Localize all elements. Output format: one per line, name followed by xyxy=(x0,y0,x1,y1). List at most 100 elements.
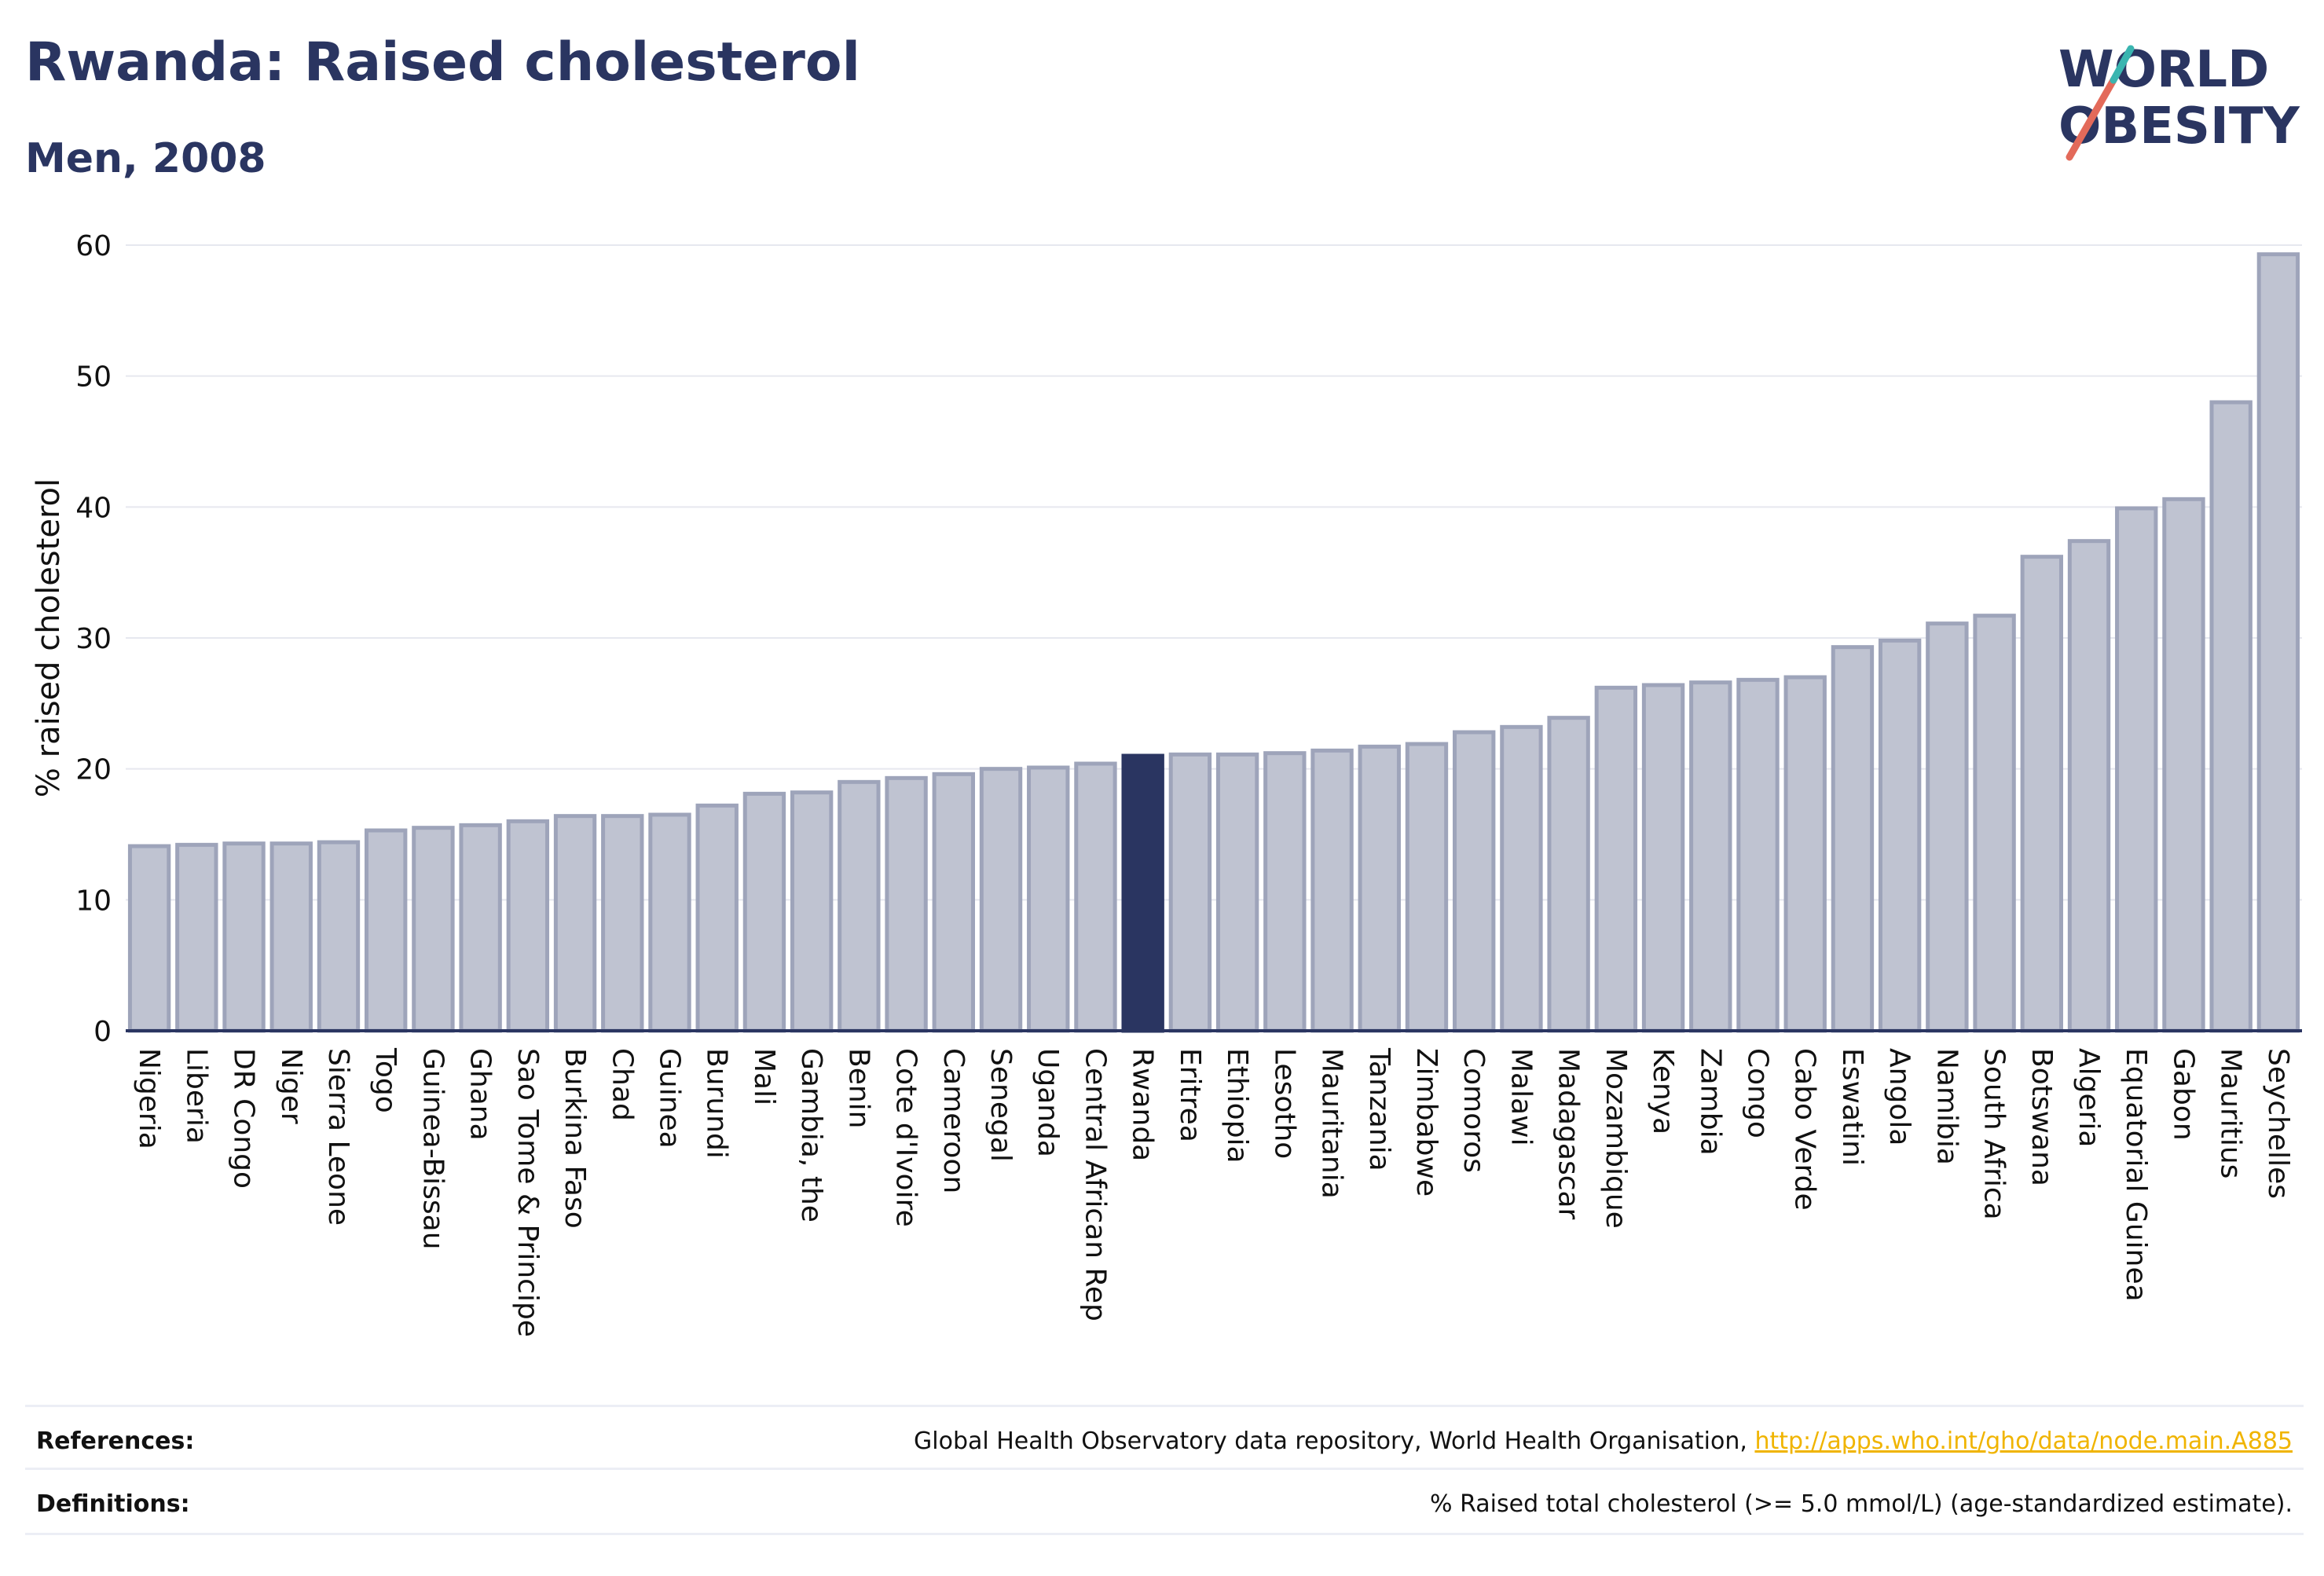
bar xyxy=(742,791,786,1033)
bar xyxy=(2020,555,2063,1033)
bar xyxy=(1500,724,1543,1033)
x-tick-label: Guinea xyxy=(654,1048,686,1149)
x-tick-label: Algeria xyxy=(2073,1048,2105,1148)
x-tick-label: Mali xyxy=(748,1048,780,1105)
bar xyxy=(885,775,928,1033)
bar xyxy=(1878,638,1922,1033)
x-tick-label: Zimbabwe xyxy=(1410,1048,1442,1197)
x-tick-label: Cabo Verde xyxy=(1789,1048,1821,1211)
x-tick-label: Cameroon xyxy=(937,1048,970,1193)
bar-highlight xyxy=(1121,753,1164,1033)
bar xyxy=(1831,645,1875,1033)
x-tick-label: Zambia xyxy=(1694,1048,1726,1156)
bar xyxy=(1783,675,1827,1033)
bar xyxy=(1168,752,1212,1033)
x-tick-label: Nigeria xyxy=(133,1048,165,1149)
bar xyxy=(222,841,266,1033)
x-tick-label: Mauritania xyxy=(1316,1048,1348,1199)
definitions-row: Definitions: % Raised total cholesterol … xyxy=(25,1468,2304,1535)
bar xyxy=(1453,730,1496,1033)
x-tick-label: Gambia, the xyxy=(795,1048,827,1222)
bar xyxy=(1641,683,1685,1033)
bar xyxy=(648,812,691,1033)
bar xyxy=(2162,497,2205,1033)
bar-chart: 0 10 20 30 40 50 60 % raised cholesterol Nigeria… xyxy=(31,230,2302,1337)
definitions-label: Definitions: xyxy=(36,1490,190,1518)
x-tick-label: Sao Tome & Principe xyxy=(511,1048,544,1337)
bar xyxy=(459,823,502,1033)
y-axis-label: % raised cholesterol xyxy=(31,478,67,797)
bar xyxy=(838,779,881,1033)
bar xyxy=(2067,539,2111,1033)
x-tick-label: Uganda xyxy=(1032,1048,1064,1157)
x-tick-label: Eritrea xyxy=(1174,1048,1206,1142)
bar xyxy=(2256,252,2300,1033)
logo-text-line1: WORLD xyxy=(2058,41,2269,99)
bar xyxy=(790,790,834,1033)
x-tick-label: Madagascar xyxy=(1552,1048,1585,1220)
y-tick-label: 10 xyxy=(75,885,112,917)
x-tick-label: Guinea-Bissau xyxy=(416,1048,449,1250)
x-tick-label: Equatorial Guinea xyxy=(2120,1048,2152,1302)
bar xyxy=(1310,748,1354,1033)
bar xyxy=(932,772,975,1033)
x-tick-label: Burundi xyxy=(701,1048,733,1159)
x-tick-label: Seychelles xyxy=(2262,1048,2294,1199)
x-tick-label: Botswana xyxy=(2025,1048,2058,1186)
bar xyxy=(1405,742,1449,1033)
x-tick-label: Niger xyxy=(275,1048,307,1124)
world-obesity-logo: WORLD OBESITY xyxy=(2058,41,2300,161)
bar xyxy=(175,842,218,1033)
x-tick-label: Sierra Leone xyxy=(322,1048,354,1226)
x-tick-label: Burkina Faso xyxy=(559,1048,591,1229)
x-tick-label: Mauritius xyxy=(2215,1048,2247,1178)
bar xyxy=(1547,716,1590,1033)
bar xyxy=(1027,765,1070,1033)
page-title: Rwanda: Raised cholesterol xyxy=(25,31,860,93)
x-tick-label: Chad xyxy=(606,1048,638,1121)
x-tick-label: Lesotho xyxy=(1268,1048,1300,1159)
x-tick-label: Tanzania xyxy=(1363,1047,1395,1171)
x-tick-label: South Africa xyxy=(1978,1048,2011,1220)
y-tick-label: 30 xyxy=(75,623,112,655)
bar xyxy=(1736,677,1780,1033)
page-subtitle: Men, 2008 xyxy=(25,135,266,182)
y-tick-label: 20 xyxy=(75,754,112,786)
bar xyxy=(553,814,597,1033)
bar xyxy=(1074,761,1117,1033)
bar xyxy=(1263,751,1307,1033)
bar xyxy=(127,844,171,1033)
bar xyxy=(1594,685,1638,1033)
x-tick-label: Liberia xyxy=(180,1048,212,1144)
x-tick-label: Comoros xyxy=(1457,1048,1490,1173)
references-value: Global Health Observatory data repositor… xyxy=(914,1428,2293,1455)
x-tick-label: Eswatini xyxy=(1836,1048,1868,1166)
bar xyxy=(269,841,313,1033)
x-tick-label: Gabon xyxy=(2167,1048,2199,1141)
footer-table: References: Global Health Observatory da… xyxy=(25,1405,2304,1535)
references-label: References: xyxy=(36,1428,195,1455)
bar xyxy=(1358,744,1401,1033)
bar xyxy=(365,828,408,1033)
x-tick-label: DR Congo xyxy=(228,1048,260,1189)
bar xyxy=(1215,752,1259,1033)
x-tick-label: Benin xyxy=(842,1048,874,1128)
x-tick-label: Angola xyxy=(1883,1048,1915,1145)
bar xyxy=(506,819,550,1033)
x-tick-label: Kenya xyxy=(1647,1048,1679,1134)
references-link[interactable]: http://apps.who.int/gho/data/node.main.A… xyxy=(1754,1428,2293,1455)
bar xyxy=(601,814,644,1033)
slash-logo-icon xyxy=(2066,76,2117,161)
bar xyxy=(2209,400,2253,1033)
x-tick-label: Congo xyxy=(1742,1048,1774,1138)
bar xyxy=(2115,506,2158,1033)
x-tick-label: Rwanda xyxy=(1127,1048,1159,1161)
bar xyxy=(979,767,1023,1033)
bar xyxy=(1689,680,1732,1033)
x-tick-label: Ethiopia xyxy=(1221,1048,1253,1164)
definitions-value: % Raised total cholesterol (>= 5.0 mmol/… xyxy=(1430,1490,2293,1518)
references-text: Global Health Observatory data repositor… xyxy=(914,1428,1755,1455)
bar xyxy=(1973,614,2016,1033)
bar xyxy=(695,803,739,1033)
slash-logo-icon-top xyxy=(2110,45,2135,84)
